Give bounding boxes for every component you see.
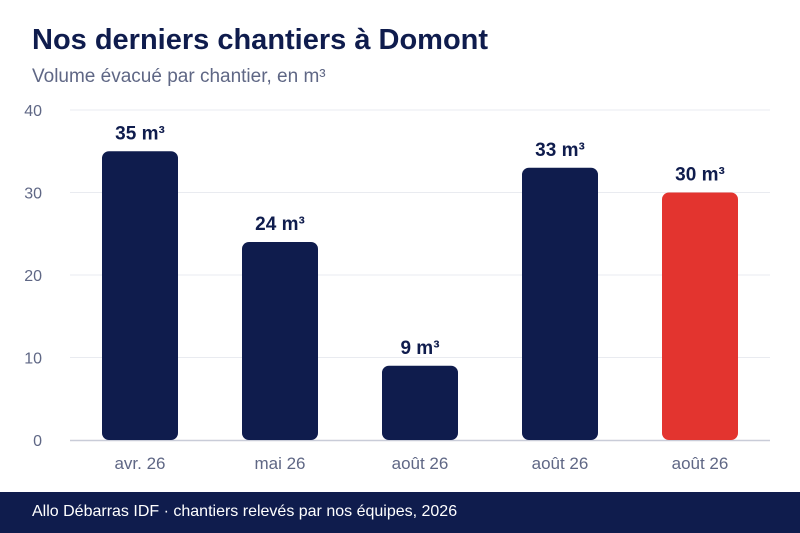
bar	[242, 242, 318, 440]
bar	[522, 167, 598, 440]
x-tick-label: mai 26	[254, 454, 305, 473]
x-tick-label: août 26	[532, 454, 589, 473]
y-tick-label: 0	[33, 433, 42, 450]
x-tick-label: avr. 26	[114, 454, 165, 473]
footer-source: Allo Débarras IDF · chantiers relevés pa…	[32, 503, 458, 520]
y-tick-label: 20	[24, 268, 42, 285]
y-tick-label: 30	[24, 186, 42, 203]
chart-subtitle: Volume évacué par chantier, en m³	[32, 66, 326, 87]
bar	[102, 151, 178, 440]
x-tick-label: août 26	[392, 454, 449, 473]
footer-bar: Allo Débarras IDF · chantiers relevés pa…	[0, 492, 800, 533]
data-label: 35 m³	[115, 123, 165, 144]
y-tick-label: 10	[24, 351, 42, 368]
y-tick-label: 40	[24, 103, 42, 120]
data-label: 30 m³	[675, 165, 725, 186]
data-label: 9 m³	[400, 338, 439, 359]
x-tick-label: août 26	[672, 454, 729, 473]
data-label: 24 m³	[255, 214, 305, 235]
data-label: 33 m³	[535, 140, 585, 161]
bar	[662, 192, 738, 440]
chart-title: Nos derniers chantiers à Domont	[32, 24, 489, 56]
bar-chart: 0 10 20 30 40 35 m³ avr. 26 24 m³ mai 26 9 m³ août…	[24, 103, 770, 473]
bar	[382, 365, 458, 440]
